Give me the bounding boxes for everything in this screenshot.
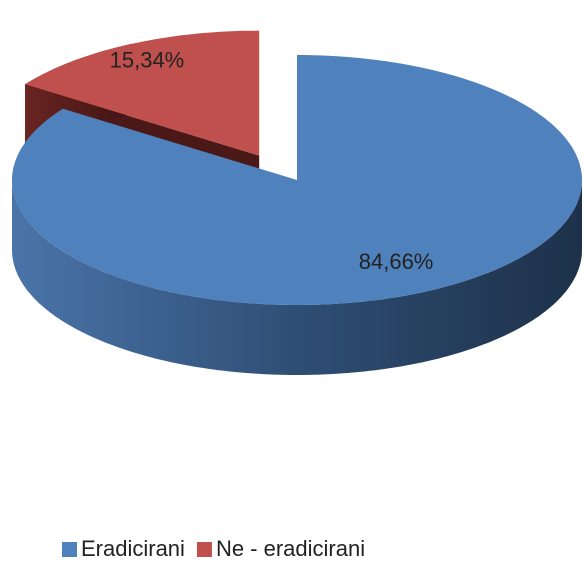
legend-label: Ne - eradicirani	[216, 536, 365, 561]
slice-side	[12, 180, 582, 375]
legend-label: Eradicirani	[81, 536, 185, 561]
data-label: 15,34%	[110, 47, 185, 72]
legend-swatch	[196, 542, 212, 557]
plot-area: 84,66% 15,34%	[12, 30, 582, 375]
slice	[25, 30, 260, 156]
data-label: 84,66%	[359, 249, 434, 274]
legend: Eradicirani Ne - eradicirani	[62, 536, 365, 561]
legend-swatch	[62, 542, 77, 557]
slice	[12, 55, 582, 305]
